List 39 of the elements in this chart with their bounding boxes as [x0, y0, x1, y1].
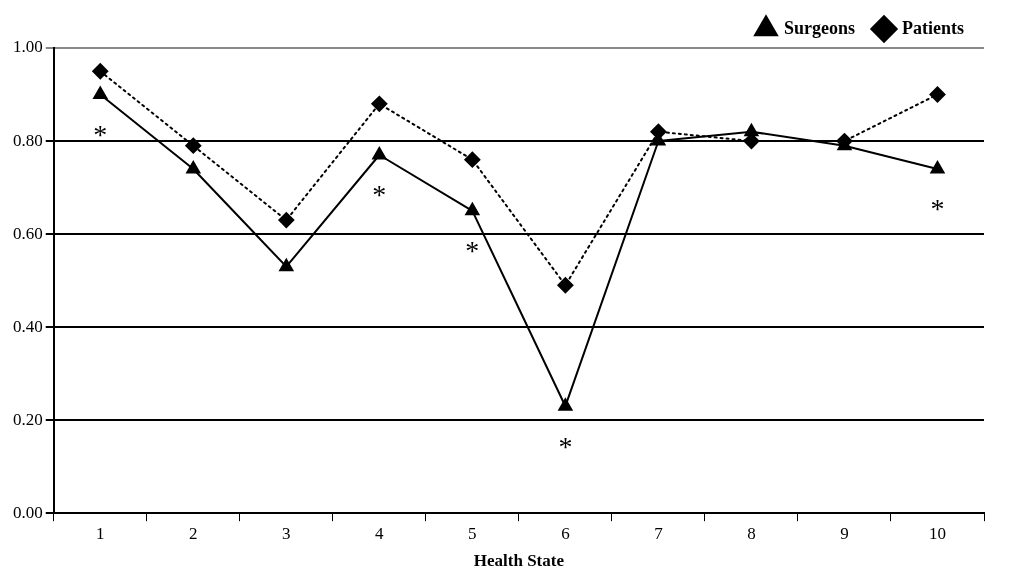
- point: [185, 137, 202, 154]
- point: [279, 258, 294, 272]
- x-tick-label: 7: [654, 523, 664, 543]
- point: [465, 202, 480, 216]
- point: [930, 160, 945, 174]
- y-tick-label: 0.60: [13, 223, 43, 243]
- point: [371, 95, 388, 112]
- point: [278, 212, 295, 229]
- point: [464, 151, 481, 168]
- x-tick-label: 9: [840, 523, 849, 543]
- annotation: *: [558, 430, 573, 462]
- x-tick-label: 3: [282, 523, 291, 543]
- point: [93, 86, 108, 100]
- point: [558, 398, 573, 411]
- x-tick-label: 10: [928, 523, 946, 543]
- x-tick-label: 4: [375, 523, 385, 543]
- point: [929, 86, 946, 103]
- x-tick-label: 5: [468, 523, 477, 543]
- y-tick-label: 0.40: [13, 316, 43, 336]
- legend-label: Surgeons: [784, 17, 856, 38]
- annotation: *: [372, 179, 387, 211]
- point: [186, 160, 201, 174]
- point: [372, 147, 387, 160]
- annotation: *: [465, 235, 480, 267]
- annotation: *: [930, 193, 945, 225]
- x-tick-label: 2: [189, 523, 198, 543]
- y-tick-label: 0.00: [13, 502, 43, 522]
- y-tick-label: 0.20: [13, 409, 43, 429]
- x-tick-label: 8: [747, 523, 756, 543]
- y-tick-label: 1.00: [13, 37, 43, 57]
- x-axis-title: Health State: [473, 551, 565, 571]
- y-tick-label: 0.80: [13, 130, 43, 150]
- x-tick-label: 6: [561, 523, 570, 543]
- point: [557, 277, 574, 294]
- point: [744, 123, 759, 137]
- legend-label: Patients: [902, 17, 965, 38]
- annotation: *: [93, 118, 108, 150]
- x-tick-label: 1: [96, 523, 105, 543]
- point: [92, 63, 109, 80]
